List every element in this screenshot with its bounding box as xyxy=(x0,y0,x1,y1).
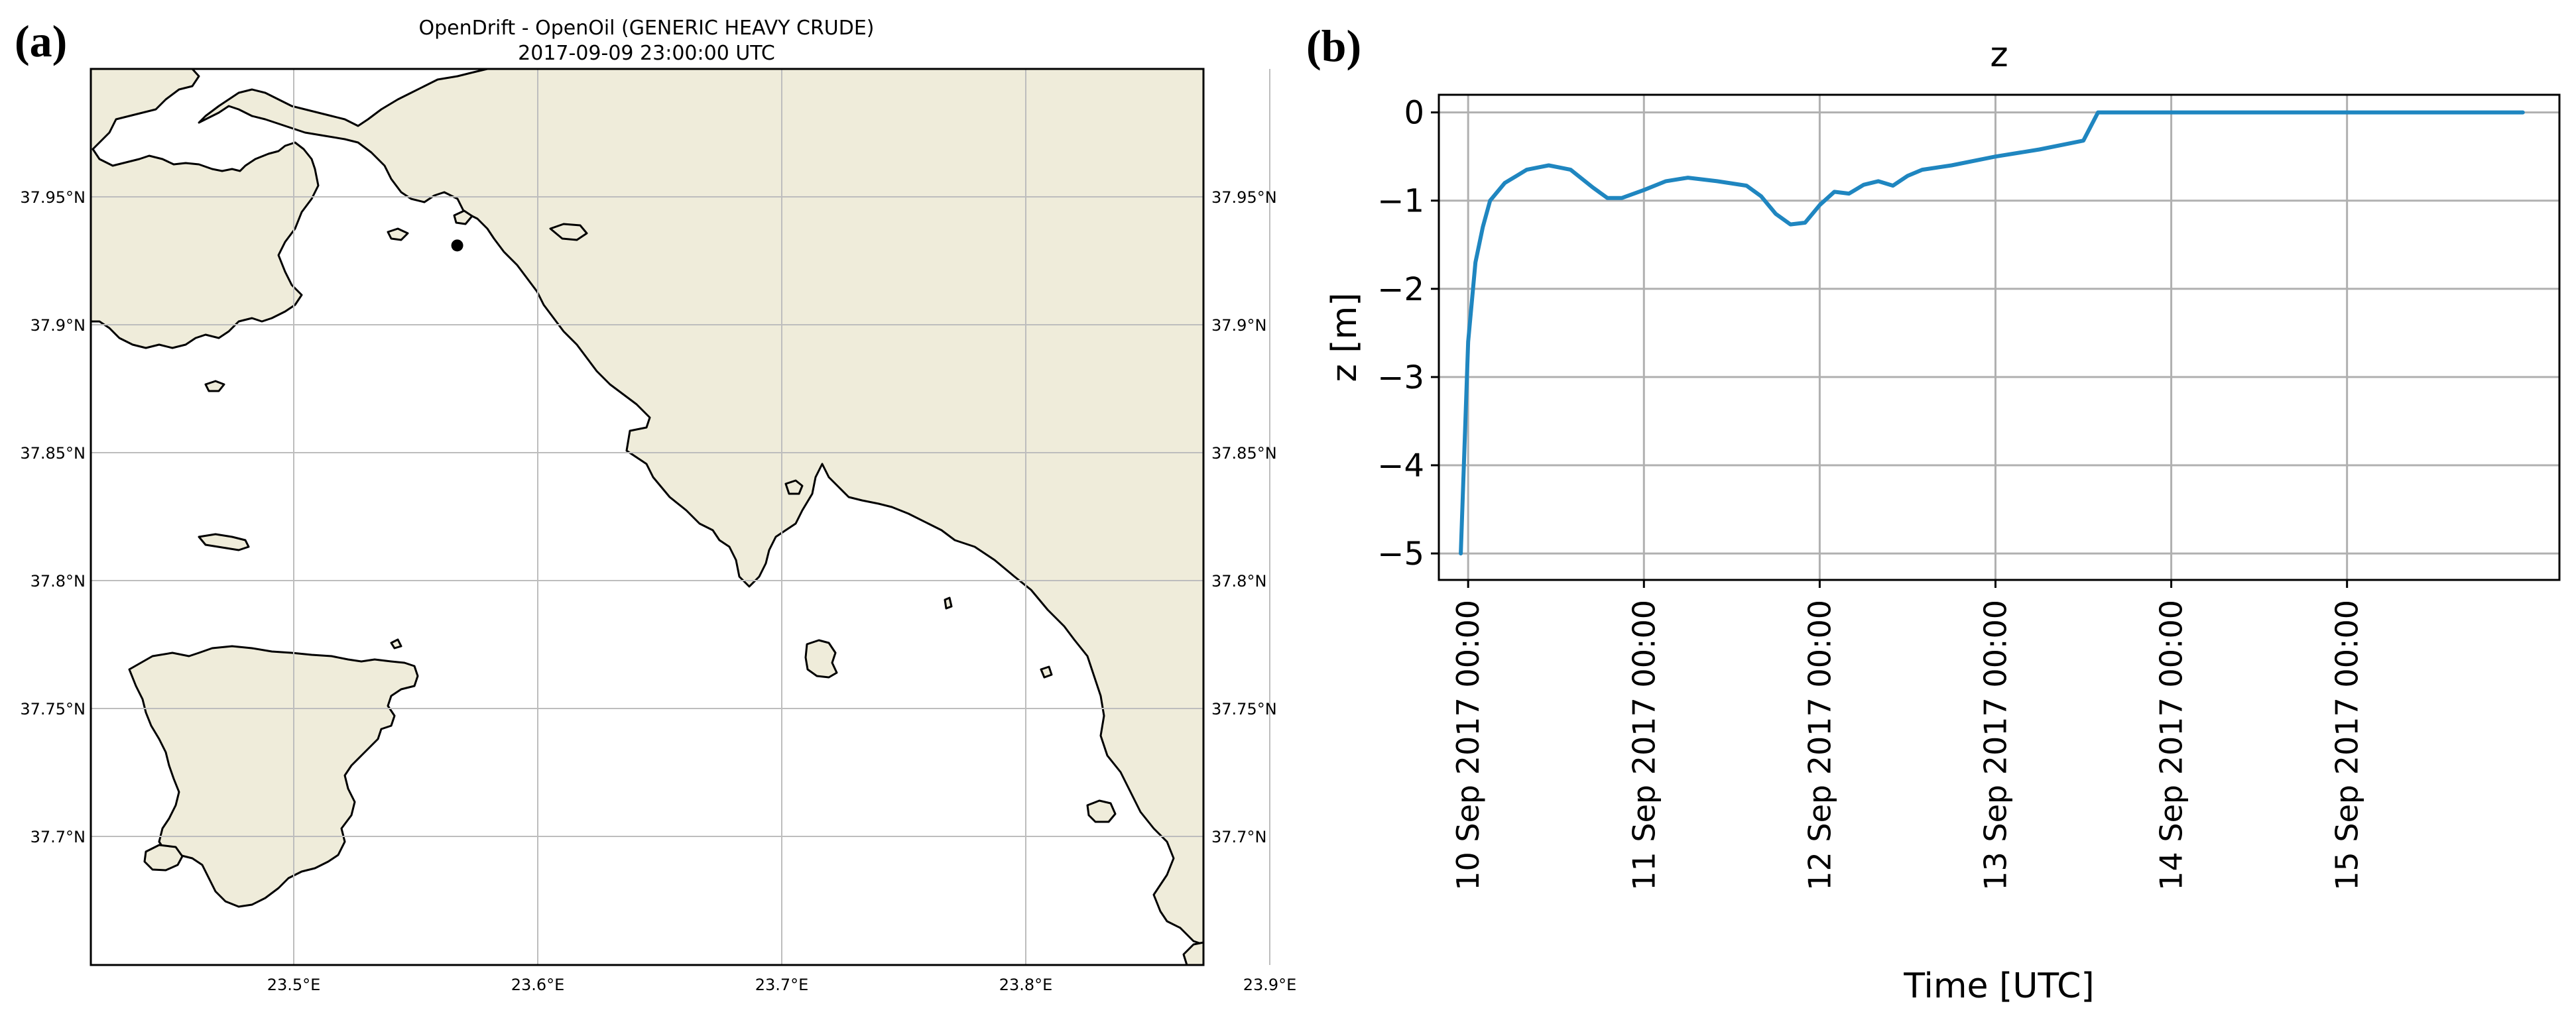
land-mainland xyxy=(198,68,1205,946)
y-axis-label: z [m] xyxy=(1325,292,1365,382)
map-title: OpenDrift - OpenOil (GENERIC HEAVY CRUDE… xyxy=(418,17,874,40)
y-tick-label: −4 xyxy=(1377,447,1424,484)
land-islet-1 xyxy=(198,533,250,551)
land-islet-3 xyxy=(1086,799,1117,823)
map-lat-tick-label-right: 37.85°N xyxy=(1211,444,1277,463)
x-tick-label: 11 Sep 2017 00:00 xyxy=(1626,600,1662,891)
land-islet-11 xyxy=(549,223,588,241)
x-tick-label: 13 Sep 2017 00:00 xyxy=(1977,600,2013,891)
map-lon-tick-label: 23.6°E xyxy=(511,976,565,994)
map-lat-tick-label-right: 37.95°N xyxy=(1211,188,1277,207)
oil-particle-marker xyxy=(451,239,463,252)
x-tick-label: 15 Sep 2017 00:00 xyxy=(2329,600,2365,891)
panel-a: (a) OpenDrift - OpenOil (GENERIC HEAVY C… xyxy=(15,16,1296,994)
chart-gridlines xyxy=(1439,95,2559,580)
map-lat-tick-label-right: 37.75°N xyxy=(1211,700,1277,718)
land-salamina xyxy=(90,68,320,349)
y-tick-label: −3 xyxy=(1377,359,1424,396)
map-lat-tick-label-right: 37.8°N xyxy=(1211,572,1266,591)
chart-series-group xyxy=(1459,110,2525,556)
map-lat-tick-label-left: 37.8°N xyxy=(31,572,86,591)
y-tick-label: −1 xyxy=(1377,183,1424,220)
map-lat-tick-label-left: 37.85°N xyxy=(20,444,86,463)
x-tick-label: 10 Sep 2017 00:00 xyxy=(1450,600,1486,891)
x-tick-label: 12 Sep 2017 00:00 xyxy=(1802,600,1837,891)
x-axis-label: Time [UTC] xyxy=(1903,966,2094,1006)
land-aegina xyxy=(128,645,419,908)
map-frame: 23.5°E 23.6°E 23.7°E 23.8°E 23.9°E 37.95°N 37.… xyxy=(20,68,1296,994)
map-tick-labels: 23.5°E 23.6°E 23.7°E 23.8°E 23.9°E 37.95°N 37.… xyxy=(20,188,1296,994)
land-islet-moni xyxy=(143,844,184,872)
map-lat-tick-label-left: 37.95°N xyxy=(20,188,86,207)
land-polygons xyxy=(90,68,1205,966)
land-islet-6 xyxy=(453,209,473,225)
y-tick-label: −2 xyxy=(1377,271,1424,308)
series-line-z xyxy=(1459,110,2525,556)
panel-b: (b) z 0 −1 −2 −3 −4 −5 10 Sep 2017 00:00 11 Sep… xyxy=(1306,21,2561,1006)
y-tick-label: 0 xyxy=(1404,95,1424,132)
map-lat-tick-label-left: 37.75°N xyxy=(20,700,86,718)
map-border xyxy=(90,68,1205,966)
chart-ticks: 0 −1 −2 −3 −4 −5 10 Sep 2017 00:00 11 Sep 2017 … xyxy=(1377,95,2364,891)
map-lat-tick-label-left: 37.9°N xyxy=(31,316,86,335)
map-lat-tick-label-right: 37.9°N xyxy=(1211,316,1266,335)
chart-title: z xyxy=(1990,35,2008,75)
land-islet-9 xyxy=(1040,665,1053,679)
land-islet-12 xyxy=(204,380,225,392)
land-islet-5 xyxy=(387,227,409,241)
land-islet-8 xyxy=(390,638,402,650)
land-islet-4 xyxy=(784,479,804,495)
map-lon-tick-label: 23.8°E xyxy=(999,976,1053,994)
map-lon-tick-label: 23.5°E xyxy=(267,976,321,994)
map-lon-tick-label: 23.7°E xyxy=(755,976,809,994)
map-lat-tick-label-right: 37.7°N xyxy=(1211,828,1266,846)
map-lon-tick-label: 23.9°E xyxy=(1243,976,1297,994)
panel-b-label: (b) xyxy=(1306,21,1361,71)
map-subtitle: 2017-09-09 23:00:00 UTC xyxy=(518,42,775,65)
panel-a-label: (a) xyxy=(15,16,67,66)
land-islet-10 xyxy=(944,596,953,610)
chart-axes-frame xyxy=(1438,93,2561,581)
x-tick-label: 14 Sep 2017 00:00 xyxy=(2154,600,2189,891)
y-tick-label: −5 xyxy=(1377,536,1424,573)
map-lat-tick-label-left: 37.7°N xyxy=(31,828,86,846)
land-islet-2 xyxy=(804,639,838,679)
map-gridlines xyxy=(91,69,1270,965)
